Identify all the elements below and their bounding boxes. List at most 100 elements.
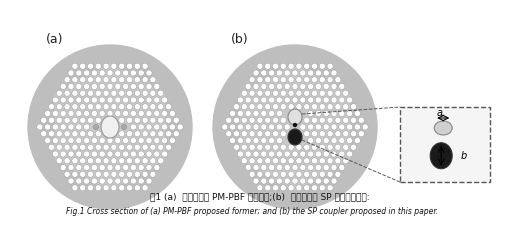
Circle shape bbox=[131, 165, 136, 170]
Circle shape bbox=[296, 185, 302, 191]
Circle shape bbox=[123, 84, 129, 89]
Circle shape bbox=[72, 171, 78, 177]
Circle shape bbox=[358, 117, 364, 123]
Circle shape bbox=[249, 158, 255, 164]
Circle shape bbox=[142, 90, 148, 96]
Circle shape bbox=[343, 90, 349, 96]
Circle shape bbox=[284, 97, 290, 103]
Circle shape bbox=[335, 144, 341, 150]
Circle shape bbox=[95, 171, 101, 177]
Circle shape bbox=[95, 63, 101, 69]
Circle shape bbox=[280, 144, 286, 150]
Circle shape bbox=[280, 185, 286, 191]
Circle shape bbox=[269, 70, 275, 76]
Circle shape bbox=[60, 97, 66, 103]
Circle shape bbox=[80, 77, 86, 83]
Circle shape bbox=[264, 144, 271, 150]
Circle shape bbox=[312, 158, 317, 164]
Circle shape bbox=[331, 111, 337, 116]
Circle shape bbox=[103, 104, 109, 110]
Circle shape bbox=[320, 171, 325, 177]
Circle shape bbox=[296, 144, 302, 150]
Circle shape bbox=[304, 104, 309, 110]
Circle shape bbox=[280, 117, 286, 123]
Circle shape bbox=[264, 117, 271, 123]
Circle shape bbox=[95, 144, 101, 150]
Circle shape bbox=[146, 138, 152, 143]
Circle shape bbox=[238, 151, 243, 157]
Circle shape bbox=[249, 90, 255, 96]
Circle shape bbox=[76, 97, 82, 103]
Circle shape bbox=[44, 138, 51, 143]
Circle shape bbox=[307, 138, 314, 143]
Circle shape bbox=[107, 111, 113, 116]
Circle shape bbox=[300, 151, 306, 157]
Circle shape bbox=[76, 165, 82, 170]
Circle shape bbox=[92, 151, 97, 157]
Circle shape bbox=[307, 111, 314, 116]
Circle shape bbox=[150, 90, 156, 96]
Circle shape bbox=[284, 178, 290, 184]
Circle shape bbox=[257, 158, 263, 164]
Circle shape bbox=[118, 131, 125, 137]
Circle shape bbox=[99, 138, 105, 143]
Circle shape bbox=[284, 124, 290, 130]
Circle shape bbox=[343, 131, 349, 137]
Circle shape bbox=[292, 84, 298, 89]
Circle shape bbox=[126, 131, 132, 137]
Circle shape bbox=[115, 97, 121, 103]
Circle shape bbox=[84, 151, 89, 157]
Circle shape bbox=[323, 151, 329, 157]
Circle shape bbox=[115, 84, 121, 89]
Circle shape bbox=[134, 158, 140, 164]
Circle shape bbox=[269, 111, 275, 116]
Circle shape bbox=[84, 111, 89, 116]
Circle shape bbox=[150, 104, 156, 110]
Circle shape bbox=[269, 165, 275, 170]
Circle shape bbox=[253, 84, 259, 89]
Circle shape bbox=[68, 97, 74, 103]
Circle shape bbox=[174, 131, 179, 137]
Circle shape bbox=[95, 131, 101, 137]
Circle shape bbox=[80, 63, 86, 69]
Circle shape bbox=[351, 104, 357, 110]
Circle shape bbox=[327, 171, 333, 177]
Circle shape bbox=[92, 165, 97, 170]
Circle shape bbox=[134, 171, 140, 177]
Circle shape bbox=[346, 151, 353, 157]
Circle shape bbox=[300, 178, 306, 184]
Circle shape bbox=[60, 111, 66, 116]
Circle shape bbox=[245, 97, 251, 103]
Circle shape bbox=[146, 97, 152, 103]
Circle shape bbox=[56, 104, 62, 110]
Circle shape bbox=[315, 70, 322, 76]
Circle shape bbox=[288, 171, 294, 177]
Circle shape bbox=[41, 117, 47, 123]
Circle shape bbox=[284, 84, 290, 89]
Circle shape bbox=[122, 124, 126, 129]
Text: (a): (a) bbox=[46, 34, 64, 47]
Circle shape bbox=[111, 90, 117, 96]
Ellipse shape bbox=[288, 129, 302, 145]
Circle shape bbox=[92, 111, 97, 116]
Circle shape bbox=[253, 138, 259, 143]
Circle shape bbox=[249, 104, 255, 110]
Circle shape bbox=[245, 165, 251, 170]
Circle shape bbox=[138, 84, 144, 89]
Circle shape bbox=[294, 123, 296, 126]
Circle shape bbox=[118, 104, 125, 110]
Circle shape bbox=[126, 63, 132, 69]
Circle shape bbox=[169, 111, 176, 116]
Circle shape bbox=[276, 138, 282, 143]
Circle shape bbox=[126, 144, 132, 150]
Circle shape bbox=[284, 70, 290, 76]
Circle shape bbox=[64, 104, 70, 110]
Circle shape bbox=[72, 77, 78, 83]
Circle shape bbox=[118, 77, 125, 83]
Circle shape bbox=[131, 151, 136, 157]
Circle shape bbox=[264, 158, 271, 164]
Circle shape bbox=[49, 117, 54, 123]
Circle shape bbox=[80, 104, 86, 110]
Circle shape bbox=[312, 144, 317, 150]
Circle shape bbox=[146, 165, 152, 170]
